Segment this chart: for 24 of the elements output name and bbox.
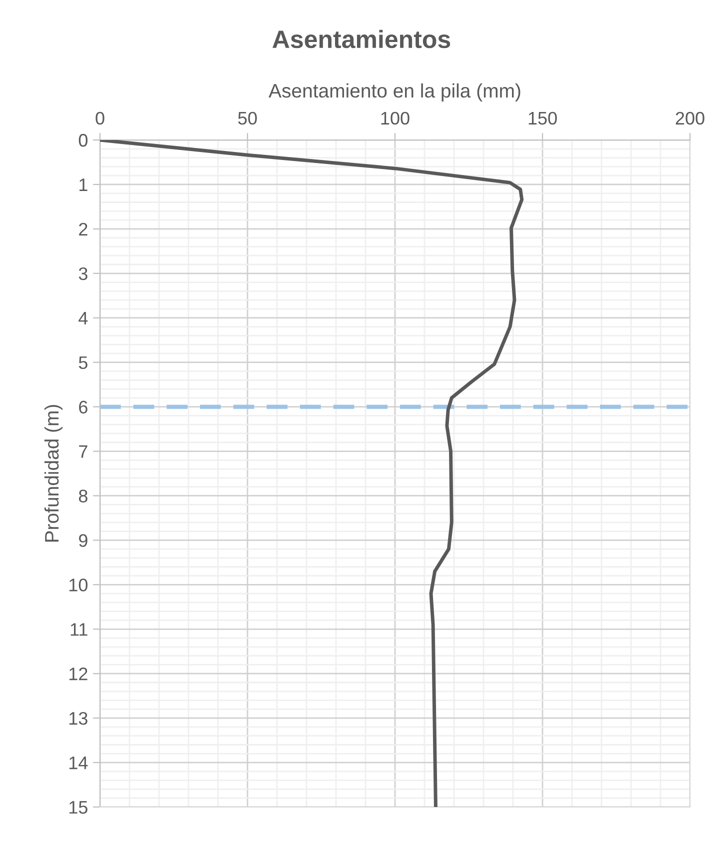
y-tick-label: 0 [78,134,88,147]
y-axis-title: Profundidad (m) [44,404,63,542]
x-tick-label: 0 [96,112,104,125]
y-tick-label: 8 [78,490,88,502]
y-tick-label: 9 [79,534,88,547]
x-tick-label: 150 [528,112,557,125]
y-tick-label: 14 [69,756,88,770]
y-tick-label: 11 [70,623,88,636]
y-tick-label: 3 [78,267,88,280]
x-tick-label: 200 [676,112,704,125]
chart-title: Asentamientos [272,30,450,48]
y-tick-label: 6 [79,400,88,414]
x-axis-title: Asentamiento en la pila (mm) [268,83,520,102]
x-tick-label: 100 [381,112,410,125]
y-tick-label: 12 [69,668,88,680]
y-tick-label: 2 [79,222,88,236]
y-tick-label: 5 [78,356,88,370]
x-tick-label: 50 [238,112,257,125]
y-tick-label: 4 [78,312,88,324]
y-tick-label: 1 [80,178,88,192]
y-tick-label: 13 [69,712,88,725]
y-tick-label: 10 [69,578,88,592]
y-tick-label: 7 [79,445,88,458]
y-tick-label: 15 [69,801,88,814]
